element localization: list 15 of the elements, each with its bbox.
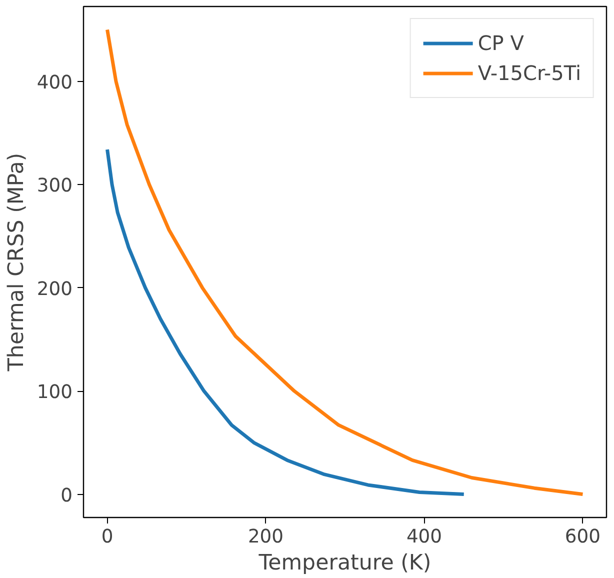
line-series [106, 28, 584, 496]
y-tick-label: 100 [36, 382, 72, 404]
x-tick-label: 400 [406, 526, 442, 548]
x-tick-label: 600 [564, 526, 601, 548]
line-series [106, 148, 466, 496]
legend-label: CP V [478, 31, 524, 55]
legend-label: V-15Cr-5Ti [478, 61, 581, 85]
y-axis-title: Thermal CRSS (MPa) [4, 152, 29, 372]
y-tick-label: 0 [60, 485, 73, 506]
y-tick-label: 300 [36, 176, 72, 197]
x-axis-title: Temperature (K) [258, 550, 432, 576]
y-tick-label: 400 [36, 72, 72, 94]
x-tick-label: 0 [101, 526, 114, 548]
x-tick-label: 200 [248, 526, 284, 548]
y-tick-label: 200 [36, 278, 72, 300]
